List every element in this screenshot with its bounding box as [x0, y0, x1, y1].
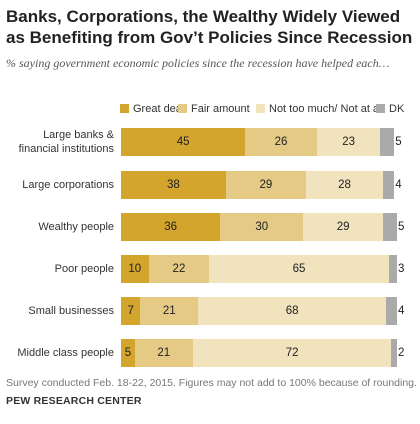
data-label: 5: [124, 347, 132, 359]
legend-swatch: [120, 104, 129, 113]
bar-segment: [134, 339, 193, 367]
data-label: 10: [128, 263, 142, 275]
legend-label: DK: [389, 103, 405, 115]
data-label: 3: [398, 263, 405, 275]
footnote: Survey conducted Feb. 18-22, 2015. Figur…: [6, 377, 417, 389]
data-label: 29: [336, 221, 350, 233]
legend-swatch: [256, 104, 265, 113]
data-label: 4: [395, 179, 402, 191]
bar-segment: [391, 339, 397, 367]
bar-segment: [220, 213, 304, 241]
legend-swatch: [376, 104, 385, 113]
bar-segment: [245, 128, 317, 156]
bar-segment: [225, 171, 306, 199]
bar-segment: [385, 297, 397, 325]
data-label: 5: [398, 221, 405, 233]
bar-segment: [383, 213, 397, 241]
data-label: 22: [172, 263, 186, 275]
data-label: 29: [259, 179, 273, 191]
source-credit: PEW RESEARCH CENTER: [6, 395, 142, 407]
data-label: 45: [176, 136, 190, 148]
bar-segment: [121, 339, 135, 367]
data-label: 72: [285, 347, 299, 359]
bar-segment: [198, 297, 386, 325]
legend-item: Great deal: [120, 102, 184, 116]
chart-legend: Great deal Fair amount Not too much/ Not a…: [0, 102, 420, 116]
bar-segment: [305, 171, 384, 199]
data-label: 23: [342, 136, 356, 148]
data-label: 21: [157, 347, 171, 359]
data-label: 7: [127, 305, 134, 317]
bar-segment: [192, 339, 392, 367]
bar-segment: [121, 171, 226, 199]
data-label: 5: [395, 136, 402, 148]
bar-segment: [383, 171, 395, 199]
category-label: Large corporations: [22, 179, 114, 191]
bar-segment: [121, 213, 221, 241]
data-label: 4: [398, 305, 405, 317]
data-label: 28: [338, 179, 351, 191]
legend-item: DK: [376, 102, 404, 116]
bar-segment: [121, 297, 141, 325]
data-label: 2: [398, 347, 405, 359]
stacked-bar-chart: Large banks & financial institutions 45 26 2…: [0, 124, 420, 374]
chart-subtitle: % saying government economic policies si…: [6, 56, 390, 70]
category-label: Wealthy people: [38, 221, 114, 233]
category-label: Middle class people: [17, 347, 114, 359]
legend-label: Fair amount: [191, 103, 250, 115]
legend-label: Great deal: [133, 103, 185, 115]
bar-segment: [380, 128, 395, 156]
bar-segment: [148, 255, 210, 283]
bar-segment: [209, 255, 389, 283]
data-label: 26: [274, 136, 288, 148]
data-label: 30: [255, 221, 269, 233]
bar-segment: [121, 128, 246, 156]
category-label: Poor people: [54, 263, 114, 275]
legend-item: Not too much/ Not at all: [256, 102, 384, 116]
chart-title: Banks, Corporations, the Wealthy Widely …: [6, 7, 413, 47]
data-label: 65: [292, 263, 306, 275]
bar-segment: [303, 213, 384, 241]
data-label: 38: [167, 179, 180, 191]
bar-segment: [140, 297, 199, 325]
category-label: Large banks & financial institutions: [18, 129, 114, 155]
legend-label: Not too much/ Not at all: [269, 103, 384, 115]
data-label: 68: [285, 305, 299, 317]
bar-segment: [121, 255, 149, 283]
legend-swatch: [178, 104, 187, 113]
category-label: Small businesses: [28, 305, 114, 317]
data-label: 36: [164, 221, 178, 233]
data-label: 21: [162, 305, 176, 317]
bar-segment: [316, 128, 381, 156]
legend-item: Fair amount: [178, 102, 250, 116]
bar-segment: [388, 255, 397, 283]
